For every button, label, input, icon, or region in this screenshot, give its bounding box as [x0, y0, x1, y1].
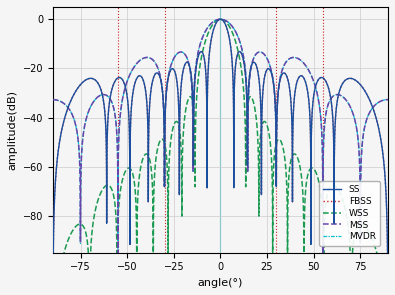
SS: [252, 60, 256, 64]
WSS: [386, 263, 390, 267]
Line: WSS: WSS: [53, 19, 388, 265]
MVDR: [50, 98, 55, 101]
SS: [50, 263, 55, 267]
FBSS: [386, 263, 390, 267]
SS: [301, 75, 305, 79]
WSS: [50, 263, 55, 267]
Legend: SS, FBSS, WSS, MSS, MVDR: SS, FBSS, WSS, MSS, MVDR: [319, 181, 380, 246]
MSS: [301, 61, 305, 64]
FBSS: [218, 17, 223, 21]
MVDR: [218, 17, 223, 21]
SS: [269, 70, 273, 73]
WSS: [111, 194, 116, 197]
X-axis label: angle(°): angle(°): [198, 278, 243, 288]
WSS: [179, 142, 183, 146]
MSS: [326, 101, 331, 105]
Line: MSS: MSS: [53, 19, 388, 265]
FBSS: [252, 60, 256, 64]
MSS: [252, 56, 256, 59]
Line: FBSS: FBSS: [53, 19, 388, 265]
MSS: [50, 98, 55, 101]
MVDR: [111, 106, 116, 110]
MSS: [179, 50, 183, 54]
SS: [111, 82, 116, 86]
WSS: [218, 17, 223, 21]
FBSS: [269, 70, 273, 73]
Line: SS: SS: [53, 19, 388, 265]
WSS: [269, 148, 273, 151]
MSS: [218, 17, 223, 21]
MSS: [269, 68, 273, 71]
FBSS: [111, 82, 116, 86]
MSS: [386, 98, 390, 101]
SS: [326, 86, 331, 90]
MVDR: [301, 60, 305, 64]
FBSS: [301, 75, 305, 79]
WSS: [326, 189, 331, 192]
MVDR: [326, 101, 331, 105]
MVDR: [320, 257, 325, 261]
FBSS: [179, 88, 183, 91]
FBSS: [50, 263, 55, 267]
Y-axis label: amplitude(dB): amplitude(dB): [7, 90, 17, 170]
MVDR: [252, 56, 256, 60]
MSS: [111, 106, 116, 110]
FBSS: [326, 86, 331, 90]
MSS: [116, 263, 120, 267]
WSS: [252, 102, 256, 106]
SS: [386, 263, 390, 267]
WSS: [301, 195, 305, 199]
SS: [179, 88, 183, 91]
MVDR: [269, 67, 273, 71]
SS: [218, 17, 223, 21]
MVDR: [386, 98, 390, 101]
MVDR: [179, 50, 183, 54]
Line: MVDR: MVDR: [53, 19, 388, 259]
